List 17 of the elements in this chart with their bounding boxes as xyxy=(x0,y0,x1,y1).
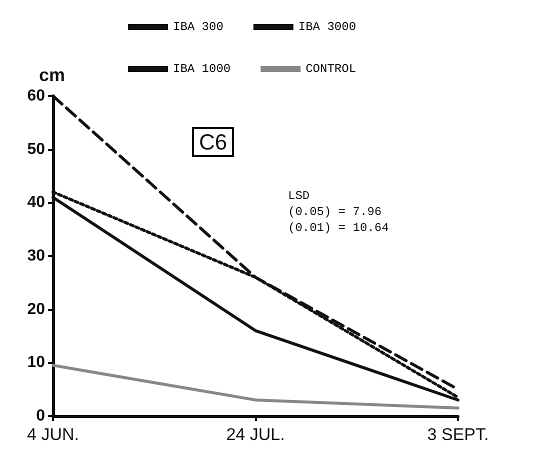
annotation: LSD (0.05) = 7.96 (0.01) = 10.64 xyxy=(288,189,389,235)
y-tick-label: 30 xyxy=(27,248,46,264)
y-axis-title: cm xyxy=(38,65,65,85)
y-tick-label: 60 xyxy=(27,88,46,104)
legend-label: IBA 1000 xyxy=(173,62,231,76)
x-tick-label: 24 JUL. xyxy=(226,425,285,444)
x-tick-label: 3 SEPT. xyxy=(427,425,489,444)
legend-label: IBA 3000 xyxy=(298,20,356,34)
y-tick-label: 0 xyxy=(36,408,46,424)
y-tick-label: 50 xyxy=(27,140,46,158)
y-tick-label: 10 xyxy=(27,354,46,372)
y-tick-label: 20 xyxy=(27,300,46,318)
legend-label: CONTROL xyxy=(306,62,356,76)
annotation: C6 xyxy=(199,130,228,154)
x-tick-label: 4 JUN. xyxy=(27,425,79,444)
y-tick-label: 40 xyxy=(27,194,46,212)
legend-label: IBA 300 xyxy=(173,20,224,34)
